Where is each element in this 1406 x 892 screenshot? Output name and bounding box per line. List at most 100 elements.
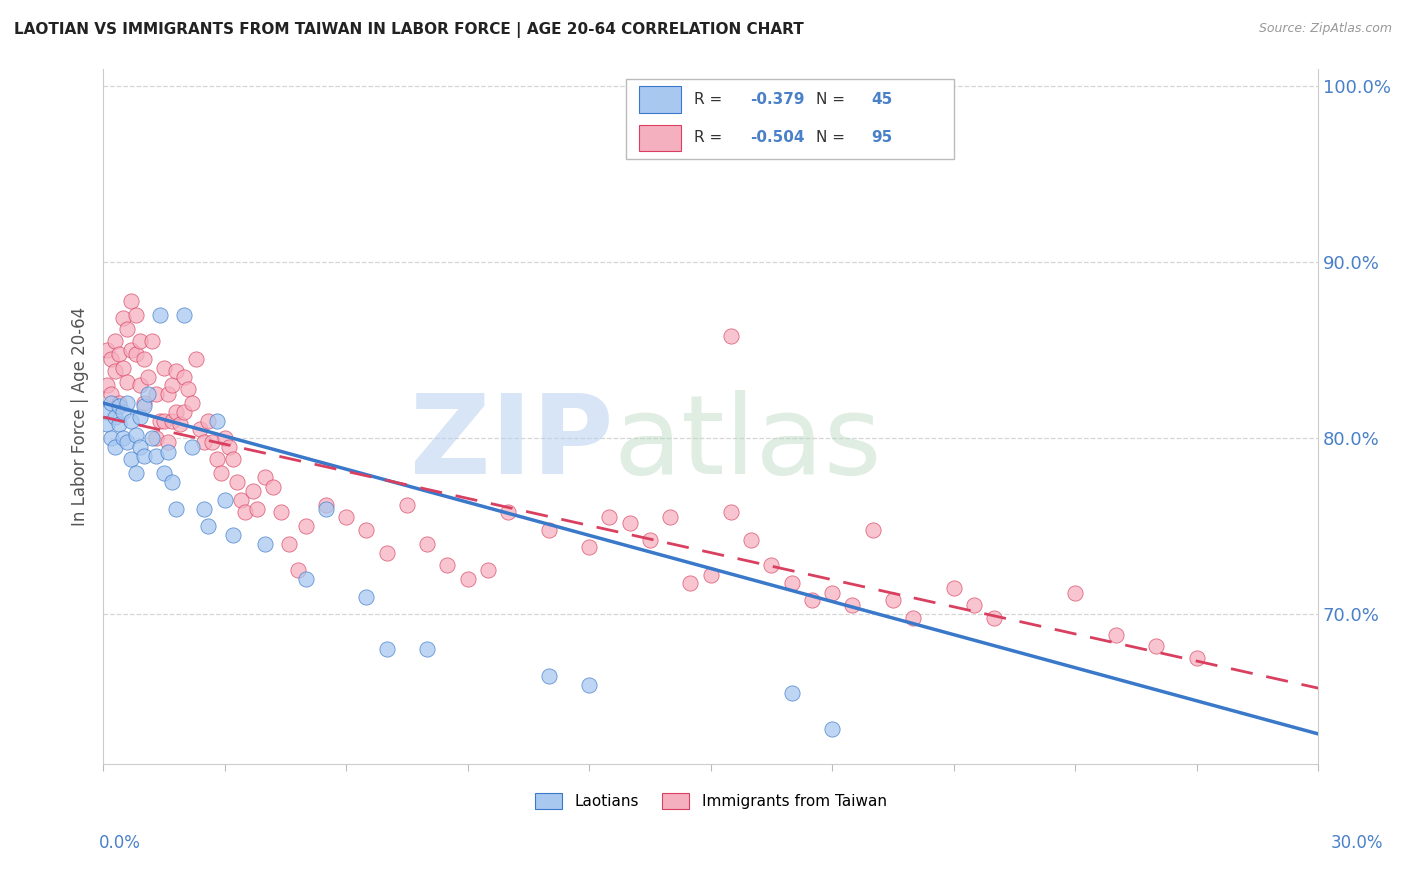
Point	[659, 510, 682, 524]
Point	[457, 572, 479, 586]
Point	[201, 434, 224, 449]
Point	[197, 413, 219, 427]
Point	[132, 396, 155, 410]
Text: 0.0%: 0.0%	[98, 834, 141, 852]
Point	[270, 505, 292, 519]
Point	[821, 722, 844, 736]
Point	[578, 677, 600, 691]
Point	[242, 483, 264, 498]
Point	[117, 322, 139, 336]
Point	[96, 343, 118, 358]
Point	[246, 501, 269, 516]
Point	[124, 427, 146, 442]
Point	[186, 351, 208, 366]
Point	[356, 523, 378, 537]
Point	[214, 492, 236, 507]
Point	[537, 669, 560, 683]
Point	[121, 293, 143, 308]
Point	[141, 334, 163, 349]
Point	[740, 533, 762, 548]
Point	[720, 329, 742, 343]
Point	[262, 480, 284, 494]
Point	[177, 382, 200, 396]
Point	[153, 360, 176, 375]
Point	[942, 581, 965, 595]
Text: Source: ZipAtlas.com: Source: ZipAtlas.com	[1258, 22, 1392, 36]
Point	[1185, 651, 1208, 665]
Point	[173, 405, 195, 419]
Point	[638, 533, 661, 548]
Point	[160, 475, 183, 490]
Point	[104, 440, 127, 454]
Point	[165, 501, 187, 516]
Point	[117, 375, 139, 389]
Point	[218, 440, 240, 454]
Point	[169, 417, 191, 431]
Point	[181, 440, 204, 454]
Point	[679, 575, 702, 590]
Point	[356, 590, 378, 604]
Point	[222, 528, 245, 542]
Point	[214, 431, 236, 445]
Point	[108, 417, 131, 431]
Point	[901, 611, 924, 625]
Point	[165, 364, 187, 378]
Point	[145, 449, 167, 463]
Y-axis label: In Labor Force | Age 20-64: In Labor Force | Age 20-64	[72, 307, 89, 525]
Point	[173, 369, 195, 384]
Point	[104, 364, 127, 378]
Point	[254, 537, 277, 551]
Point	[108, 400, 131, 414]
Point	[233, 505, 256, 519]
Point	[136, 369, 159, 384]
Point	[121, 413, 143, 427]
Point	[128, 440, 150, 454]
Point	[1064, 586, 1087, 600]
Text: LAOTIAN VS IMMIGRANTS FROM TAIWAN IN LABOR FORCE | AGE 20-64 CORRELATION CHART: LAOTIAN VS IMMIGRANTS FROM TAIWAN IN LAB…	[14, 22, 804, 38]
Point	[124, 467, 146, 481]
Point	[229, 492, 252, 507]
Point	[173, 308, 195, 322]
Point	[128, 334, 150, 349]
Point	[132, 449, 155, 463]
Point	[537, 523, 560, 537]
Point	[100, 387, 122, 401]
Point	[699, 568, 721, 582]
Point	[375, 545, 398, 559]
Point	[132, 351, 155, 366]
Point	[96, 378, 118, 392]
Point	[315, 501, 337, 516]
Point	[96, 405, 118, 419]
Point	[124, 347, 146, 361]
Point	[375, 642, 398, 657]
Point	[882, 593, 904, 607]
Point	[112, 311, 135, 326]
Point	[1144, 639, 1167, 653]
Text: 30.0%: 30.0%	[1330, 834, 1384, 852]
Point	[254, 470, 277, 484]
Point	[188, 422, 211, 436]
Point	[100, 351, 122, 366]
Point	[112, 431, 135, 445]
Point	[145, 431, 167, 445]
Point	[761, 558, 783, 572]
Point	[128, 378, 150, 392]
Point	[100, 396, 122, 410]
Point	[416, 642, 439, 657]
Point	[117, 434, 139, 449]
Point	[496, 505, 519, 519]
Point	[294, 519, 316, 533]
Point	[156, 434, 179, 449]
Point	[294, 572, 316, 586]
Point	[197, 519, 219, 533]
Point	[160, 378, 183, 392]
Point	[145, 387, 167, 401]
Point	[149, 308, 172, 322]
Point	[156, 387, 179, 401]
Point	[436, 558, 458, 572]
Point	[841, 599, 863, 613]
Point	[800, 593, 823, 607]
Point	[619, 516, 641, 530]
Point	[160, 413, 183, 427]
Point	[193, 501, 215, 516]
